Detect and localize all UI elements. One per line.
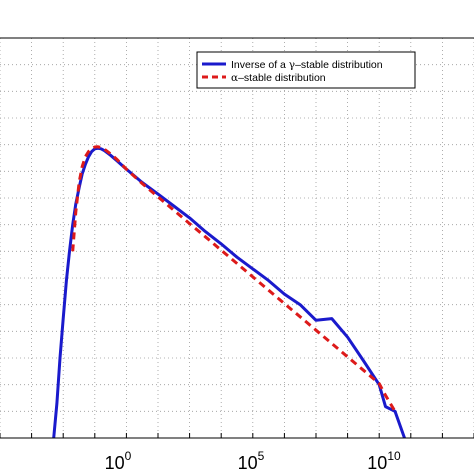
- plot-background: [0, 38, 474, 438]
- x-tick-label-2: 1010: [367, 449, 401, 473]
- grid: [0, 37, 474, 439]
- series-layer: [52, 145, 406, 439]
- legend-label-series-2: α–stable distribution: [231, 72, 326, 84]
- legend: Inverse of a γ–stable distribution α–sta…: [196, 51, 416, 89]
- ticks: [0, 433, 474, 438]
- x-tick-label-1: 105: [238, 449, 265, 473]
- x-tick-labels: 100 105 1010: [105, 449, 401, 473]
- legend-label-series-1: Inverse of a γ–stable distribution: [231, 59, 383, 71]
- x-tick-label-0: 100: [105, 449, 132, 473]
- legend-box: [196, 51, 416, 89]
- series-2-line: [71, 145, 397, 413]
- axes: [0, 37, 474, 439]
